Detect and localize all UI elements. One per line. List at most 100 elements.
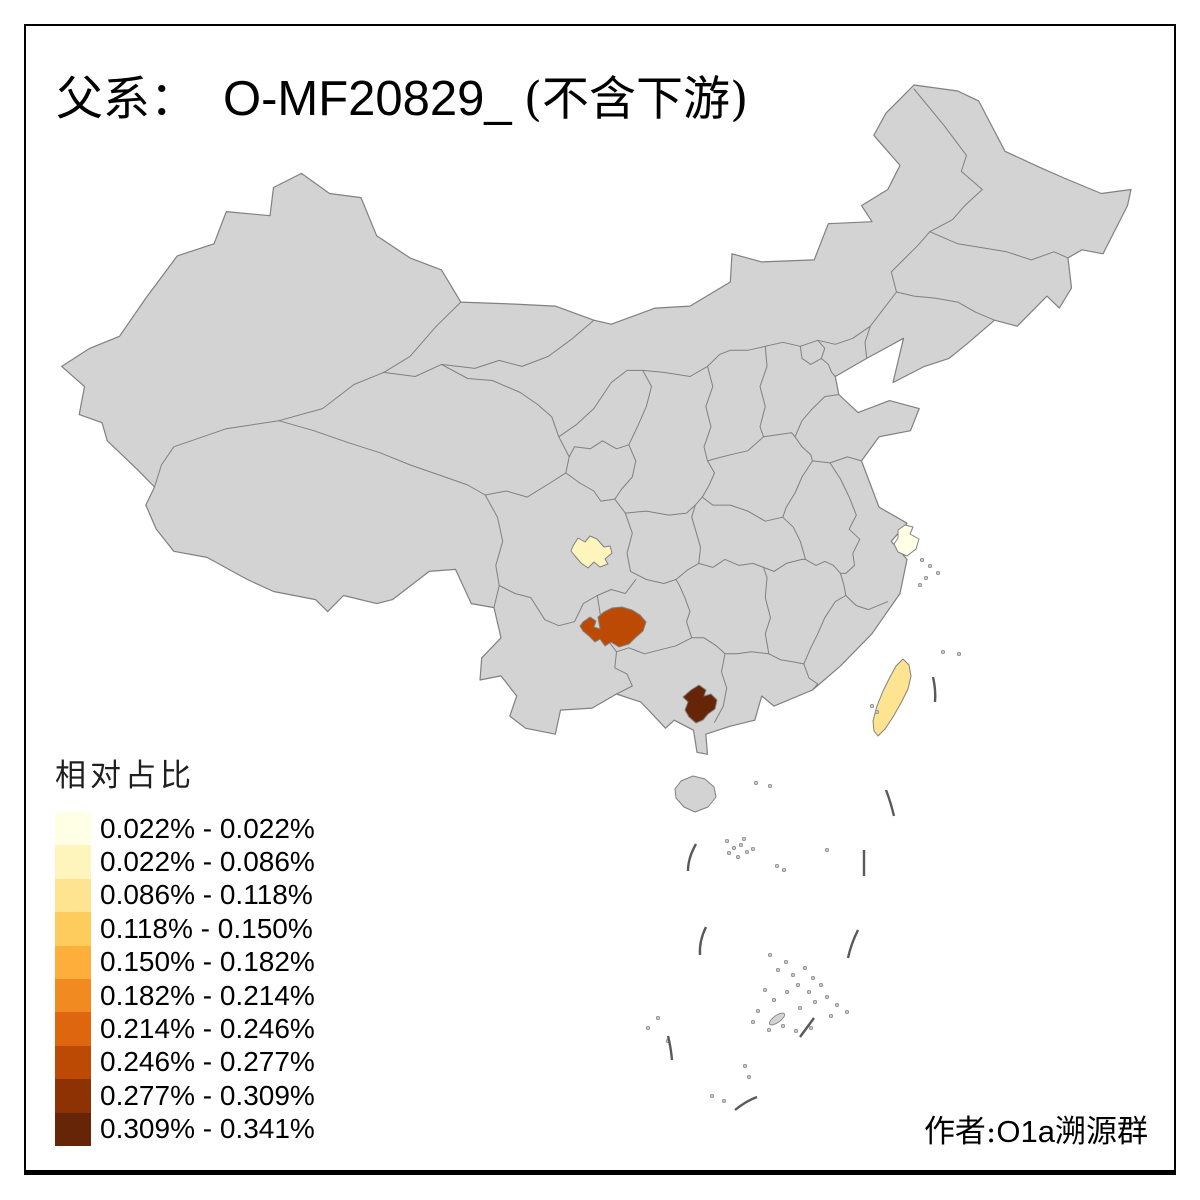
- mainland-china-shape: [61, 84, 1132, 755]
- region-shanghai: [893, 524, 920, 557]
- region-guangxi-central: [682, 684, 718, 724]
- small-island: [780, 1023, 786, 1029]
- legend-row: 0.086% - 0.118%: [55, 878, 315, 913]
- small-island: [721, 1098, 727, 1104]
- province-border: [707, 436, 764, 462]
- province-border: [624, 496, 703, 516]
- legend-row: 0.214% - 0.246%: [55, 1012, 315, 1046]
- legend: 相对占比 0.022% - 0.022% 0.022% - 0.086% 0.086…: [55, 750, 315, 1146]
- province-border: [840, 538, 861, 596]
- legend-row: 0.309% - 0.341%: [55, 1112, 315, 1146]
- legend-entries: 0.022% - 0.022% 0.022% - 0.086% 0.086% - 0…: [55, 812, 315, 1146]
- legend-label: 0.309% - 0.341%: [100, 1113, 315, 1145]
- small-island: [790, 972, 796, 978]
- province-border: [675, 579, 693, 639]
- small-island: [793, 1028, 799, 1034]
- attribution-latin: O1a: [996, 1114, 1055, 1149]
- province-border: [896, 291, 995, 321]
- small-island: [744, 849, 750, 855]
- small-island: [824, 994, 830, 1000]
- legend-swatch: [55, 1012, 91, 1046]
- province-border: [701, 496, 784, 522]
- nine-dash-line-segment: [931, 676, 937, 703]
- nine-dash-line-segment: [884, 789, 896, 817]
- province-border: [565, 472, 626, 514]
- small-island: [724, 838, 730, 844]
- region-chengdu-area: [570, 535, 613, 569]
- province-border: [799, 339, 826, 365]
- small-island: [762, 987, 768, 993]
- province-border: [794, 394, 840, 438]
- small-island: [655, 1015, 661, 1021]
- nine-dash-line-segment: [686, 843, 698, 872]
- small-island: [774, 863, 780, 869]
- attribution-prefix: 作者:: [923, 1114, 997, 1150]
- attribution-suffix: 溯源群: [1055, 1114, 1148, 1150]
- small-island: [726, 850, 732, 856]
- small-island: [940, 649, 946, 655]
- legend-row: 0.022% - 0.022%: [55, 812, 315, 846]
- legend-row: 0.022% - 0.086%: [55, 845, 315, 879]
- small-island: [784, 989, 790, 995]
- small-island: [738, 842, 744, 848]
- province-border: [278, 420, 504, 609]
- small-island: [927, 563, 933, 569]
- legend-swatch: [55, 945, 91, 979]
- small-island: [802, 965, 808, 971]
- small-island: [709, 1093, 715, 1099]
- small-island: [923, 575, 929, 581]
- legend-swatch: [55, 1045, 91, 1080]
- small-island: [844, 1009, 850, 1015]
- small-island: [797, 1005, 803, 1011]
- province-border: [929, 231, 1069, 261]
- province-border: [616, 637, 693, 655]
- small-island: [767, 952, 773, 958]
- small-island: [795, 982, 801, 988]
- nine-dash-line-segment: [734, 1095, 758, 1111]
- small-island: [750, 846, 756, 852]
- attribution: 作者:O1a溯源群: [924, 1106, 1148, 1151]
- province-border: [812, 456, 862, 464]
- legend-swatch: [55, 812, 91, 846]
- small-island: [731, 845, 737, 851]
- title-prefix: 父系：: [56, 72, 197, 127]
- legend-label: 0.182% - 0.214%: [100, 979, 315, 1011]
- small-island: [874, 709, 880, 715]
- province-border: [803, 595, 847, 665]
- small-island: [935, 570, 941, 576]
- legend-label: 0.086% - 0.118%: [100, 879, 313, 911]
- legend-label: 0.150% - 0.182%: [100, 946, 315, 978]
- province-border: [913, 88, 983, 233]
- legend-row: 0.277% - 0.309%: [55, 1079, 315, 1113]
- legend-label: 0.022% - 0.022%: [100, 812, 315, 844]
- small-island: [753, 780, 759, 786]
- legend-row: 0.182% - 0.214%: [55, 978, 315, 1013]
- small-island: [919, 557, 925, 563]
- legend-swatch: [55, 1112, 91, 1146]
- legend-label: 0.022% - 0.086%: [100, 846, 315, 878]
- province-border: [759, 345, 768, 438]
- province-border: [794, 436, 813, 462]
- small-island: [781, 867, 787, 873]
- province-border: [568, 369, 652, 458]
- province-border: [441, 319, 595, 369]
- legend-swatch: [55, 878, 91, 913]
- province-border: [845, 595, 889, 611]
- legend-title: 相对占比: [55, 758, 195, 794]
- province-border: [614, 444, 637, 500]
- small-island: [917, 582, 923, 588]
- province-border: [782, 460, 813, 518]
- legend-swatch: [55, 845, 91, 879]
- legend-row: 0.150% - 0.182%: [55, 945, 315, 979]
- province-border: [703, 365, 714, 462]
- province-border: [803, 663, 819, 691]
- province-border: [698, 558, 806, 572]
- province-border: [768, 653, 805, 665]
- small-island: [735, 854, 741, 860]
- hainan-island: [674, 775, 717, 813]
- province-border: [782, 516, 806, 560]
- small-island: [768, 1012, 786, 1026]
- province-border: [558, 369, 644, 438]
- small-island: [750, 1019, 756, 1025]
- small-island: [775, 967, 781, 973]
